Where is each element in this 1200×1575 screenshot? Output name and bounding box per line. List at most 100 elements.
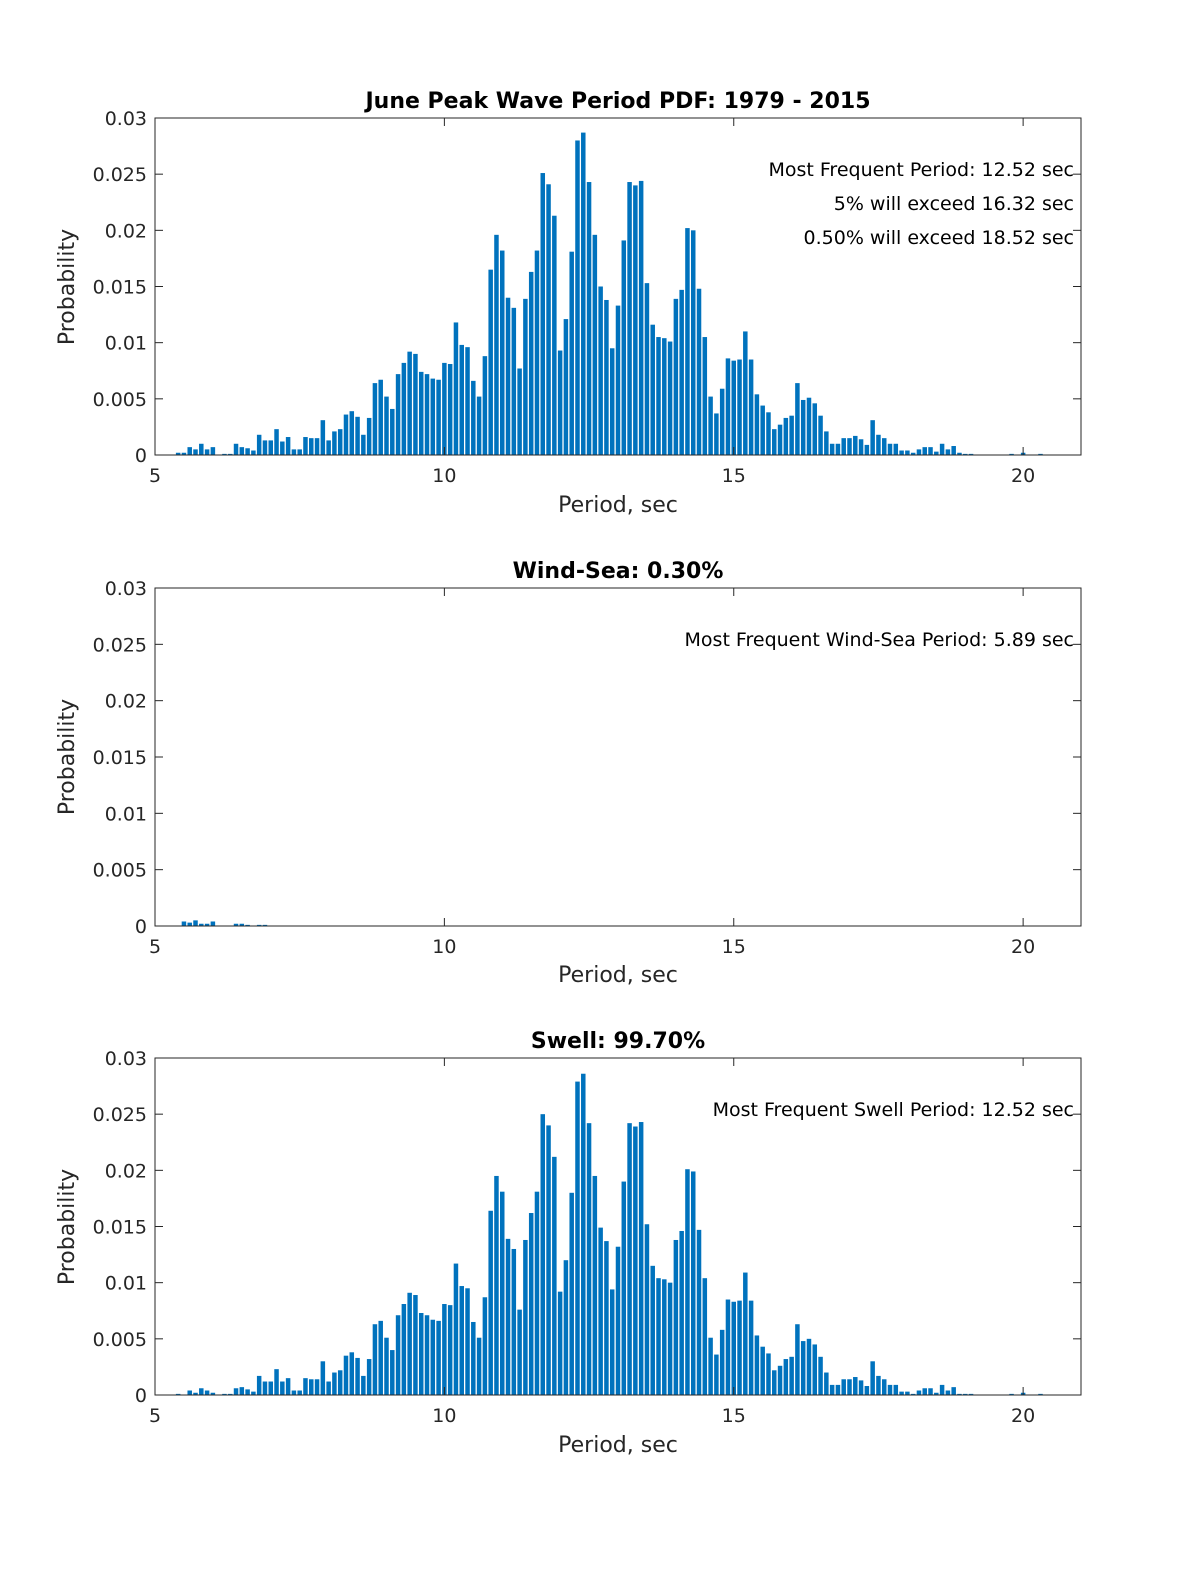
- bar: [650, 1265, 655, 1395]
- y-tick-label: 0.025: [93, 634, 147, 656]
- bar: [239, 923, 245, 926]
- bar: [413, 353, 418, 455]
- bar: [615, 305, 621, 455]
- bar: [505, 297, 511, 455]
- bar: [615, 1246, 621, 1395]
- y-tick-label: 0.015: [93, 747, 147, 769]
- y-tick-label: 0: [135, 1385, 147, 1407]
- bar: [187, 922, 192, 926]
- bar: [957, 452, 962, 455]
- bar: [482, 356, 488, 455]
- bar: [644, 1224, 650, 1395]
- bar: [818, 415, 823, 455]
- bar: [604, 1241, 609, 1395]
- bar: [303, 1378, 308, 1395]
- bar: [251, 450, 256, 455]
- y-tick-label: 0.03: [105, 108, 147, 130]
- bar: [447, 1305, 453, 1395]
- bar: [204, 449, 210, 455]
- bar: [685, 228, 690, 455]
- bar: [175, 1393, 181, 1395]
- bar: [662, 338, 667, 455]
- x-tick-label: 5: [149, 936, 161, 958]
- bar: [355, 416, 360, 455]
- bar: [187, 447, 192, 455]
- bar: [690, 1171, 696, 1395]
- bar: [899, 450, 904, 455]
- bar: [939, 1384, 945, 1395]
- bar: [320, 420, 326, 455]
- bar: [772, 429, 777, 455]
- bar: [824, 1372, 829, 1395]
- bar: [193, 1392, 198, 1395]
- bar: [274, 429, 279, 455]
- bar: [876, 1375, 881, 1395]
- bar: [945, 449, 951, 455]
- annotation-most-frequent: Most Frequent Period: 12.52 sec: [768, 159, 1074, 181]
- y-tick-label: 0: [135, 445, 147, 467]
- y-tick-label: 0.015: [93, 1217, 147, 1239]
- bar: [199, 923, 204, 926]
- bar: [945, 1390, 951, 1395]
- chart-title: June Peak Wave Period PDF: 1979 - 2015: [363, 89, 870, 114]
- bar: [436, 379, 441, 455]
- x-tick-label: 5: [149, 465, 161, 487]
- bar: [563, 1260, 569, 1395]
- bar: [789, 415, 794, 455]
- bar: [494, 234, 499, 455]
- bar: [471, 1321, 476, 1395]
- annotation-most-frequent-wind-sea: Most Frequent Wind-Sea Period: 5.89 sec: [685, 629, 1074, 651]
- bar: [766, 412, 771, 455]
- bar: [471, 380, 476, 455]
- x-tick-label: 20: [1011, 1405, 1035, 1427]
- bar: [638, 180, 644, 455]
- bar: [285, 437, 291, 455]
- bar: [239, 1387, 245, 1395]
- bar: [627, 182, 632, 455]
- bar: [633, 185, 638, 455]
- bar: [743, 331, 748, 455]
- y-tick-label: 0.025: [93, 164, 147, 186]
- bar: [731, 360, 736, 455]
- bar: [291, 1390, 297, 1395]
- bar: [638, 1122, 644, 1395]
- bar: [586, 1123, 592, 1395]
- bar: [604, 299, 609, 455]
- bar: [366, 1359, 372, 1395]
- bar: [708, 396, 713, 455]
- bar: [800, 399, 806, 455]
- y-tick-label: 0.01: [105, 333, 147, 355]
- bar: [488, 1210, 493, 1395]
- bar: [245, 924, 250, 926]
- x-tick-label: 15: [722, 1405, 746, 1427]
- bar: [968, 453, 974, 455]
- bar: [696, 288, 702, 455]
- bar: [204, 1390, 210, 1395]
- bar: [326, 440, 331, 455]
- bar: [766, 1353, 771, 1395]
- bar: [424, 374, 430, 455]
- bar: [644, 283, 650, 455]
- bar: [500, 1191, 505, 1395]
- bar: [309, 438, 314, 455]
- bar: [546, 184, 551, 455]
- bar: [534, 250, 540, 455]
- bar: [656, 337, 661, 455]
- x-axis-label: Period, sec: [558, 1433, 678, 1458]
- bar: [725, 358, 731, 455]
- bar: [366, 417, 372, 455]
- bar: [557, 350, 563, 455]
- bar: [916, 1390, 922, 1395]
- bar: [361, 1375, 366, 1395]
- bar: [401, 362, 407, 455]
- bar: [355, 1357, 360, 1395]
- bar: [887, 1384, 893, 1395]
- bar: [534, 1191, 540, 1395]
- bar: [864, 1386, 870, 1395]
- x-axis-label: Period, sec: [558, 963, 678, 988]
- bar: [598, 1227, 603, 1395]
- bar: [175, 452, 181, 455]
- bar: [795, 383, 800, 455]
- bar: [650, 324, 655, 455]
